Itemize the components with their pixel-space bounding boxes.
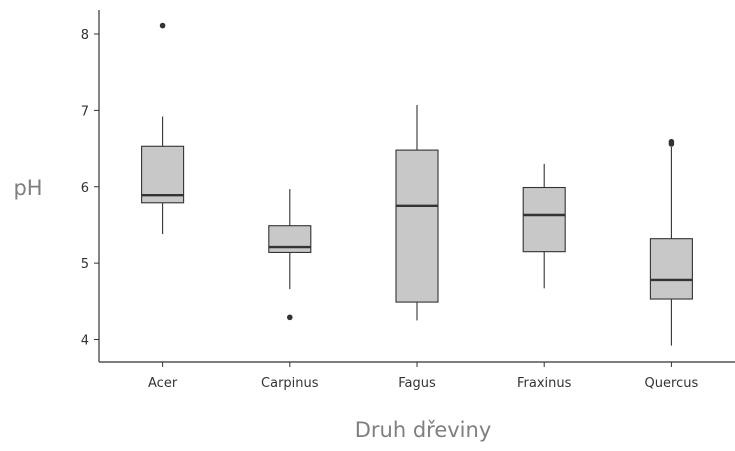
box-carpinus — [268, 189, 312, 321]
box-fagus — [395, 105, 439, 321]
y-tick-label: 6 — [81, 181, 89, 196]
iqr-box — [268, 225, 312, 253]
y-tick-label: 4 — [81, 334, 89, 349]
y-axis-title: pH — [13, 176, 42, 200]
x-tick-label: Carpinus — [261, 376, 319, 391]
iqr-box — [395, 149, 439, 303]
outlier-point — [668, 138, 675, 145]
axes: 4 5 6 7 8 Acer Carpinus Fagus Fraxinus Quercus — [81, 10, 735, 391]
box-quercus — [649, 138, 693, 346]
x-axis-title: Druh dřeviny — [355, 418, 492, 442]
x-tick-label: Acer — [148, 376, 178, 391]
box-acer — [141, 22, 185, 235]
y-tick-label: 7 — [81, 104, 89, 119]
x-tick-label: Fagus — [398, 376, 436, 391]
x-tick-label: Quercus — [645, 376, 699, 391]
x-tick-label: Fraxinus — [517, 376, 572, 391]
y-tick-label: 5 — [81, 257, 89, 272]
box-fraxinus — [522, 163, 566, 289]
iqr-box — [141, 145, 185, 204]
outlier-point — [287, 314, 293, 321]
outlier-point — [159, 22, 166, 29]
iqr-box — [649, 238, 693, 300]
y-tick-label: 8 — [81, 28, 89, 43]
boxes — [141, 22, 693, 346]
iqr-box — [522, 186, 566, 253]
